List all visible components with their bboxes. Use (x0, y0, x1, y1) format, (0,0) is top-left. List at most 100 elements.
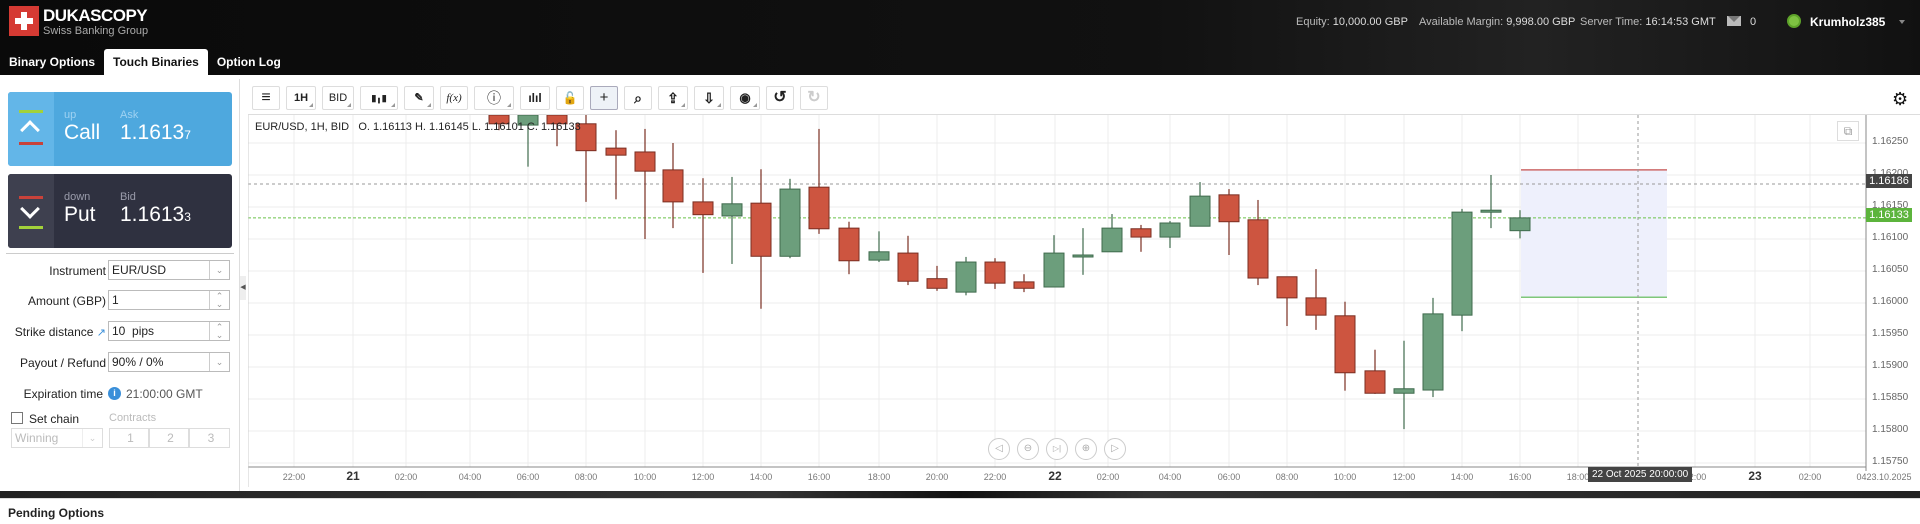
eye-glyph: ◉ (739, 90, 751, 105)
brand-subtitle: Swiss Banking Group (43, 25, 149, 37)
popout-icon[interactable]: ⧉ (1837, 121, 1859, 141)
time-tick-label: 20:00 (925, 472, 949, 482)
time-tick-label: 02:00 (394, 472, 418, 482)
amount-input[interactable]: 1 ⌃ ⌄ (108, 290, 230, 310)
time-tick-label: 22:00 (282, 472, 306, 482)
chain-select[interactable]: Winning ⌄ (11, 428, 103, 448)
crosshair-icon[interactable]: + (590, 86, 618, 110)
settings-gear-icon[interactable]: ⚙ (1892, 89, 1909, 109)
contract-2-button[interactable]: 2 (149, 428, 189, 448)
collapse-panel-handle[interactable]: ◀ (240, 276, 246, 300)
username[interactable]: Krumholz385 (1810, 15, 1886, 29)
strike-stepper-icon[interactable]: ⌃ ⌄ (209, 322, 229, 340)
time-tick-label: 10:00 (1333, 472, 1357, 482)
price-tick-label: 1.15750 (1872, 456, 1909, 467)
time-tick-label: 02:00 (1798, 472, 1822, 482)
ohlc-values: O. 1.16113 H. 1.16145 L. 1.16101 C. 1.16… (358, 121, 581, 133)
contract-1-button[interactable]: 1 (109, 428, 149, 448)
up-green-bar-icon (19, 110, 43, 113)
draw-pencil-icon[interactable]: ✎ (404, 86, 434, 110)
download-cloud-icon[interactable]: ⇩ (694, 86, 724, 110)
chevron-down-icon[interactable]: ⌄ (209, 261, 229, 279)
payout-value: 90% / 0% (112, 355, 164, 369)
contract-3-button[interactable]: 3 (189, 428, 230, 448)
indicators-fx-icon[interactable]: f(x) (440, 86, 468, 110)
chevron-down-icon[interactable]: ⌄ (209, 353, 229, 371)
external-link-icon[interactable]: ↗ (96, 327, 106, 339)
zoom-out-icon[interactable]: ⊖ (1017, 438, 1039, 460)
equity-info: Equity: 10,000.00 GBP (1296, 16, 1408, 28)
pending-options-panel: Pending Options (0, 498, 1920, 524)
candlestick-chart[interactable] (248, 81, 1920, 491)
divider (6, 253, 234, 254)
price-tick-label: 1.16200 (1872, 168, 1908, 179)
menu-icon[interactable]: ≡ (252, 86, 280, 110)
expiration-label: Expiration time (23, 387, 103, 401)
call-side (8, 92, 54, 166)
period-button[interactable]: 1H (286, 86, 316, 110)
call-button[interactable]: up Call Ask 1.16137 (8, 92, 232, 166)
amount-value: 1 (112, 293, 119, 307)
scroll-left-icon[interactable]: ◁ (988, 438, 1010, 460)
put-button[interactable]: down Put Bid 1.16133 (8, 174, 232, 248)
zoom-icon[interactable]: ⌕ (624, 86, 652, 110)
candles-glyph: ▮╻▮ (371, 93, 387, 103)
time-tick-label: 04:00 (458, 472, 482, 482)
instrument-select[interactable]: EUR/USD ⌄ (108, 260, 230, 280)
ohlc-legend: EUR/USD, 1H, BID O. 1.16113 H. 1.16145 L… (255, 121, 581, 133)
ask-price-pip: 7 (184, 128, 191, 142)
scroll-right-icon[interactable]: ▷ (1104, 438, 1126, 460)
amount-stepper-icon[interactable]: ⌃ ⌄ (209, 291, 229, 309)
chart-area: ≡ 1H BID ▮╻▮ ✎ f(x) ⓘ ılıl 🔓 + ⌕ ⇪ ⇩ ◉ ↺… (248, 81, 1920, 491)
main-tabs: Binary Options Touch Binaries Option Log (0, 49, 290, 75)
user-avatar-icon[interactable] (1787, 14, 1801, 28)
dropdown-corner-icon (309, 103, 313, 107)
set-chain-checkbox[interactable] (11, 412, 23, 424)
unlock-icon[interactable]: 🔓 (556, 86, 584, 110)
time-tick-label: 02:00 (1096, 472, 1120, 482)
payout-select[interactable]: 90% / 0% ⌄ (108, 352, 230, 372)
tab-touch-binaries[interactable]: Touch Binaries (104, 49, 208, 75)
price-tick-label: 1.16100 (1872, 232, 1909, 243)
zoom-in-icon[interactable]: ⊕ (1075, 438, 1097, 460)
bid-price: 1.16133 (120, 203, 191, 227)
dropdown-corner-icon (427, 103, 431, 107)
mail-icon[interactable] (1727, 16, 1741, 26)
price-tick-label: 1.16000 (1872, 296, 1909, 307)
tab-binary-options[interactable]: Binary Options (9, 55, 96, 69)
tab-option-log[interactable]: Option Log (216, 55, 281, 69)
time-tick-label: 16:00 (807, 472, 831, 482)
up-red-bar-icon (19, 142, 43, 145)
eye-icon[interactable]: ◉ (730, 86, 760, 110)
upload-cloud-icon[interactable]: ⇪ (658, 86, 688, 110)
info-icon[interactable]: i (108, 387, 121, 400)
resize-splitter[interactable] (0, 491, 1920, 498)
margin-info: Available Margin: 9,998.00 GBP (1419, 16, 1575, 28)
margin-label: Available Margin: (1419, 16, 1504, 28)
bid-price-tag: 1.16133 (1866, 208, 1912, 222)
redo-icon[interactable]: ↻ (800, 86, 828, 110)
time-tick-label: 04:00 (1158, 472, 1182, 482)
dropdown-corner-icon (753, 103, 757, 107)
info-icon[interactable]: ⓘ (474, 86, 514, 110)
bid-ask-button[interactable]: BID (322, 86, 354, 110)
scroll-to-end-icon[interactable]: ▷| (1046, 438, 1068, 460)
undo-icon[interactable]: ↺ (766, 86, 794, 110)
download-glyph: ⇩ (703, 90, 715, 106)
price-tick-label: 1.15900 (1872, 360, 1909, 371)
price-tick-label: 1.16050 (1872, 264, 1909, 275)
chart-type-candles-icon[interactable]: ▮╻▮ (360, 86, 398, 110)
chain-select-value: Winning (15, 431, 59, 445)
volume-bars-icon[interactable]: ılıl (520, 86, 550, 110)
user-menu-chevron-icon[interactable] (1899, 20, 1905, 24)
margin-value: 9,998.00 GBP (1506, 16, 1576, 28)
price-tick-label: 1.15850 (1872, 392, 1909, 403)
time-tick-label: 14:00 (1450, 472, 1474, 482)
strike-distance-input[interactable]: 10 pips ⌃ ⌄ (108, 321, 230, 341)
price-tick-label: 1.15800 (1872, 424, 1909, 435)
time-tick-label: 08:00 (1275, 472, 1299, 482)
time-tick-label: 22:00 (983, 472, 1007, 482)
pencil-glyph: ✎ (414, 92, 424, 104)
chevron-down-icon[interactable]: ⌄ (82, 429, 102, 447)
payout-label: Payout / Refund (19, 356, 106, 370)
